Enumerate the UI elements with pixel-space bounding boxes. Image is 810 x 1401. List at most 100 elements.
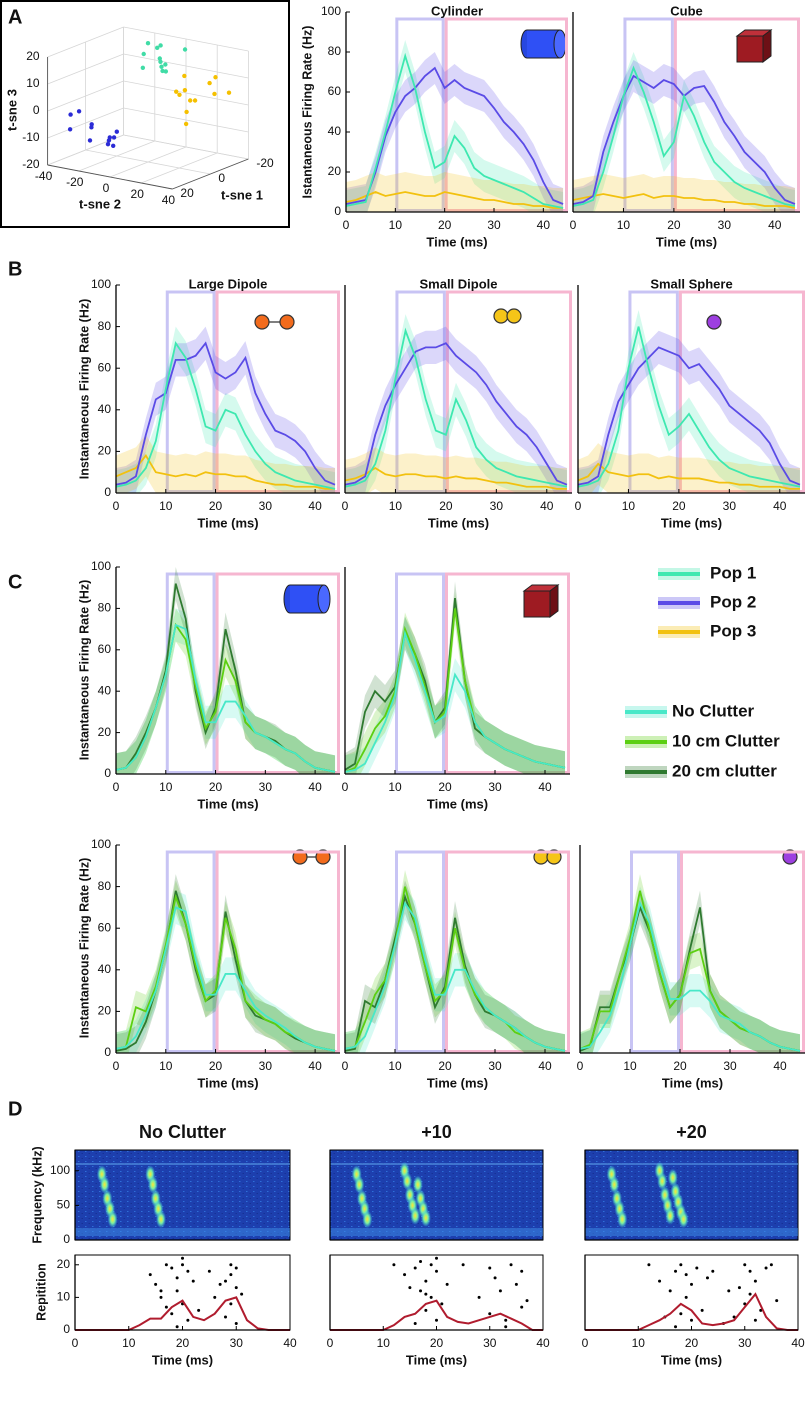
x-tick-label: 10: [389, 218, 403, 232]
x-axis-label: Time (ms): [661, 1352, 722, 1367]
grid-line: [47, 26, 124, 58]
series-line: [345, 629, 566, 773]
point: [105, 141, 111, 147]
x-tick-label: 0: [327, 1336, 334, 1350]
y-axis-label: t-sne 2: [79, 196, 121, 211]
error-band: [573, 60, 795, 212]
y-tick-label: 0: [334, 204, 341, 218]
chart-title: +20: [676, 1122, 707, 1142]
spike: [743, 1302, 747, 1306]
spike: [759, 1308, 763, 1312]
x-tick-label: -20: [256, 156, 274, 170]
call-blob: [667, 1168, 678, 1187]
spike: [658, 1279, 662, 1283]
legend-label: 20 cm clutter: [672, 761, 777, 780]
x-tick-label: 30: [230, 1336, 244, 1350]
x-tick-label: 20: [180, 186, 194, 200]
error-band: [116, 434, 336, 493]
spike: [775, 1299, 779, 1303]
chart-title: Small Dipole: [419, 276, 497, 291]
y-tick-label: 20: [328, 164, 342, 178]
spike: [424, 1308, 428, 1312]
grid-line: [141, 152, 218, 184]
x-tick-label: 10: [122, 1336, 136, 1350]
time-window: [395, 290, 446, 493]
noise-band: [330, 1228, 543, 1236]
x-axis-label: Time (ms): [197, 515, 258, 530]
point: [157, 56, 162, 61]
y-tick-label: 20: [98, 444, 112, 458]
y-tick-label: 80: [98, 601, 112, 615]
spike: [753, 1279, 757, 1283]
y-tick-label: 0: [63, 1232, 70, 1246]
spike: [743, 1263, 747, 1267]
spike: [435, 1256, 438, 1260]
spike: [197, 1308, 201, 1312]
spike: [213, 1295, 217, 1299]
spike: [679, 1263, 683, 1267]
z-tick-label: 10: [26, 76, 40, 90]
x-axis-label: Time (ms): [661, 515, 722, 530]
axis-line: [47, 164, 173, 190]
x-tick-label: 10: [159, 1059, 173, 1073]
point: [163, 62, 168, 67]
x-tick-label: 0: [342, 780, 349, 794]
z-tick-label: -10: [22, 130, 40, 144]
time-window: [680, 850, 805, 1053]
chart-title: Large Dipole: [189, 276, 268, 291]
x-tick-label: 20: [176, 1336, 190, 1350]
grid-line: [123, 134, 249, 160]
time-window: [623, 17, 674, 212]
point: [87, 138, 93, 143]
point: [158, 43, 163, 48]
grid-line: [123, 107, 249, 133]
point: [114, 129, 120, 134]
time-window: [165, 572, 216, 774]
spike: [181, 1256, 184, 1260]
grid-line: [109, 146, 187, 178]
cube-icon: [522, 29, 773, 618]
spike: [207, 1269, 211, 1273]
spike: [695, 1266, 699, 1270]
x-axis-label: Time (ms): [197, 1075, 258, 1090]
noise-band: [585, 1228, 798, 1236]
time-window: [215, 290, 340, 493]
panel-label: B: [8, 258, 22, 280]
chart-title: No Clutter: [139, 1122, 226, 1142]
y-axis-label: Instantaneous Firing Rate (Hz): [77, 858, 91, 1039]
point: [177, 92, 182, 98]
x-tick-label: 10: [623, 1059, 637, 1073]
time-window: [678, 290, 806, 493]
spike: [711, 1269, 715, 1273]
spike: [700, 1308, 704, 1312]
x-tick-label: 40: [773, 499, 787, 513]
series-line: [345, 342, 568, 486]
time-window: [395, 17, 445, 212]
spike: [674, 1325, 678, 1329]
x-tick-label: 20: [667, 218, 681, 232]
y-tick-label: 20: [131, 187, 145, 201]
x-axis-label: Time (ms): [428, 515, 489, 530]
call-blob: [609, 1175, 620, 1194]
grid-line: [123, 53, 249, 79]
call-blob: [354, 1175, 365, 1194]
point: [145, 41, 151, 46]
y-axis-label: Repitition: [34, 1263, 48, 1321]
point: [207, 80, 212, 86]
spike: [732, 1315, 736, 1319]
point: [159, 64, 164, 69]
cylinder-icon: [283, 29, 567, 614]
series-line: [578, 462, 800, 490]
error-band: [345, 591, 565, 774]
point: [183, 121, 189, 127]
panel-label: D: [8, 1098, 22, 1120]
point: [68, 112, 73, 117]
y-tick-label: 20: [57, 1257, 71, 1271]
spike: [525, 1299, 529, 1303]
call-blob: [412, 1175, 423, 1194]
series-line: [116, 906, 336, 1052]
spike: [424, 1279, 428, 1283]
spike: [504, 1318, 508, 1322]
x-tick-label: 0: [575, 499, 582, 513]
point: [89, 125, 94, 130]
